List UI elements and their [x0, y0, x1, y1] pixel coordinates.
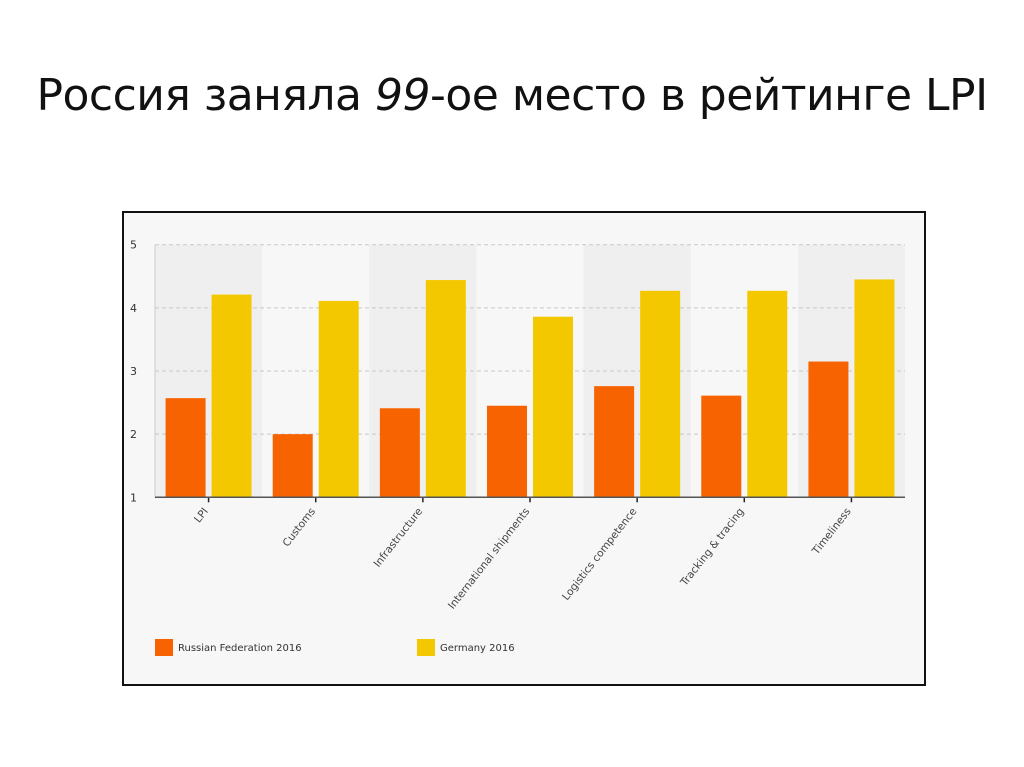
bar-germany — [533, 316, 573, 498]
x-tick-label: Logistics competence — [560, 506, 640, 603]
bar-germany — [640, 290, 681, 498]
bar-germany — [854, 279, 895, 498]
bar-russia — [808, 361, 849, 498]
legend-label: Russian Federation 2016 — [178, 643, 302, 654]
bar-germany — [318, 300, 359, 498]
bar-russia — [272, 434, 313, 498]
x-tick-label: Infrastructure — [372, 506, 426, 570]
bar-russia — [487, 405, 527, 498]
bar-russia — [594, 386, 635, 498]
bar-germany — [747, 290, 788, 498]
y-tick-label: 5 — [130, 239, 137, 252]
y-tick-label: 3 — [130, 365, 137, 378]
title-text-end: -ое место в рейтинге LPI — [430, 70, 988, 121]
y-tick-label: 4 — [130, 302, 137, 315]
title-rank: 99 — [375, 70, 431, 121]
title-text: Россия заняла — [36, 70, 375, 121]
y-tick-label: 2 — [130, 428, 137, 441]
legend-swatch — [155, 639, 173, 656]
x-tick-label: Timeliness — [809, 506, 853, 558]
x-tick-label: Tracking & tracing — [678, 506, 747, 589]
bar-russia — [165, 398, 206, 498]
y-tick-label: 1 — [130, 491, 137, 504]
bar-germany — [425, 280, 466, 498]
x-tick-label: International shipments — [446, 506, 532, 612]
slide-title: Россия заняла 99-ое место в рейтинге LPI — [0, 70, 1024, 121]
x-tick-label: LPI — [192, 506, 211, 525]
legend-swatch — [417, 639, 435, 656]
bar-russia — [379, 408, 420, 498]
bar-russia — [701, 395, 742, 498]
legend-label: Germany 2016 — [440, 643, 515, 654]
x-tick-label: Customs — [280, 506, 318, 549]
bar-germany — [211, 294, 252, 498]
